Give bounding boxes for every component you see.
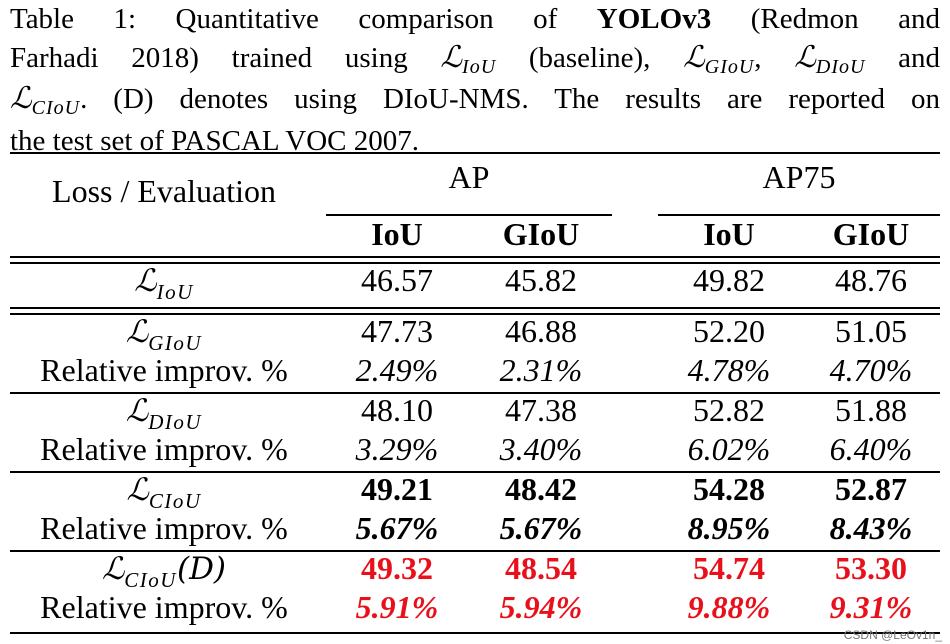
cell-diou-rel-ap-iou: 3.29% — [355, 431, 439, 467]
cell-iou-ap-iou: 46.57 — [361, 262, 433, 298]
row-label-ciou-d-relative: Relative improv. % — [40, 589, 288, 625]
caption-line-4: the test set of PASCAL VOC 2007. — [10, 124, 419, 157]
iou-double-rule-2 — [10, 313, 940, 315]
cell-ciou-rel-ap-iou: 5.67% — [355, 510, 439, 546]
loss-evaluation-header: Loss / Evaluation — [52, 173, 276, 209]
giou-rule — [10, 392, 940, 394]
row-label-lciou-d: ℒCIoU(D) — [101, 551, 227, 592]
iou-double-rule-1 — [10, 307, 940, 309]
ap75-cmidrule — [658, 214, 940, 216]
header-double-rule-1 — [10, 256, 940, 258]
caption-line-3: ℒCIoU. (D) denotes using DIoU-NMS. The r… — [10, 81, 940, 119]
cell-ciou-ap75-giou: 52.87 — [835, 471, 907, 507]
ciou-rule — [10, 550, 940, 552]
cell-giou-ap-iou: 47.73 — [361, 313, 433, 349]
cell-giou-rel-ap-iou: 2.49% — [355, 352, 439, 388]
cell-ciou-d-ap75-iou: 54.74 — [693, 550, 765, 586]
cell-giou-ap75-giou: 51.05 — [835, 313, 907, 349]
top-rule — [10, 152, 940, 154]
cell-diou-rel-ap-giou: 3.40% — [499, 431, 583, 467]
cell-ciou-d-rel-ap75-giou: 9.31% — [829, 589, 913, 625]
cell-ciou-rel-ap-giou: 5.67% — [499, 510, 583, 546]
row-label-ciou-relative: Relative improv. % — [40, 510, 288, 546]
row-label-liou: ℒIoU — [134, 263, 194, 304]
cell-diou-rel-ap75-giou: 6.40% — [829, 431, 913, 467]
watermark: CSDN @LeOv1n_ — [843, 628, 942, 642]
table-caption: Table 1: Quantitative comparison of YOLO… — [10, 0, 940, 160]
col-ap-giou: GIoU — [502, 216, 580, 252]
row-label-ldiou: ℒDIoU — [125, 393, 203, 434]
bottom-rule — [10, 632, 940, 634]
row-label-lgiou: ℒGIoU — [125, 314, 203, 355]
cell-ciou-rel-ap75-giou: 8.43% — [829, 510, 913, 546]
cell-iou-ap75-giou: 48.76 — [835, 262, 907, 298]
cell-giou-rel-ap75-giou: 4.70% — [829, 352, 913, 388]
cell-iou-ap75-iou: 49.82 — [693, 262, 765, 298]
cell-ciou-ap-giou: 48.42 — [505, 471, 577, 507]
diou-rule — [10, 471, 940, 473]
caption-line-2: Farhadi 2018) trained using ℒIoU (baseli… — [10, 39, 940, 78]
cell-giou-rel-ap75-iou: 4.78% — [687, 352, 771, 388]
cell-diou-ap75-iou: 52.82 — [693, 392, 765, 428]
cell-diou-ap-giou: 47.38 — [505, 392, 577, 428]
cell-ciou-rel-ap75-iou: 8.95% — [687, 510, 771, 546]
ap75-group-header: AP75 — [762, 159, 836, 195]
cell-giou-ap75-iou: 52.20 — [693, 313, 765, 349]
row-label-diou-relative: Relative improv. % — [40, 431, 288, 467]
cell-diou-ap-iou: 48.10 — [361, 392, 433, 428]
row-label-giou-relative: Relative improv. % — [40, 352, 288, 388]
cell-diou-rel-ap75-iou: 6.02% — [687, 431, 771, 467]
col-ap75-iou: IoU — [703, 216, 755, 252]
cell-giou-ap-giou: 46.88 — [505, 313, 577, 349]
cell-ciou-d-ap75-giou: 53.30 — [835, 550, 907, 586]
cell-ciou-d-rel-ap-giou: 5.94% — [499, 589, 583, 625]
cell-iou-ap-giou: 45.82 — [505, 262, 577, 298]
header-double-rule-2 — [10, 262, 940, 264]
row-label-lciou: ℒCIoU — [126, 472, 202, 513]
cell-ciou-d-rel-ap-iou: 5.91% — [355, 589, 439, 625]
cell-ciou-d-rel-ap75-iou: 9.88% — [687, 589, 771, 625]
ap-group-header: AP — [448, 159, 490, 195]
caption-line-1: Table 1: Quantitative comparison of YOLO… — [10, 3, 940, 35]
cell-ciou-d-ap-giou: 48.54 — [505, 550, 577, 586]
ap-cmidrule — [326, 214, 612, 216]
cell-ciou-ap-iou: 49.21 — [361, 471, 433, 507]
col-ap75-giou: GIoU — [832, 216, 910, 252]
cell-ciou-ap75-iou: 54.28 — [693, 471, 765, 507]
cell-ciou-d-ap-iou: 49.32 — [361, 550, 433, 586]
cell-diou-ap75-giou: 51.88 — [835, 392, 907, 428]
col-ap-iou: IoU — [371, 216, 423, 252]
cell-giou-rel-ap-giou: 2.31% — [499, 352, 583, 388]
model-name: YOLOv3 — [596, 3, 712, 35]
